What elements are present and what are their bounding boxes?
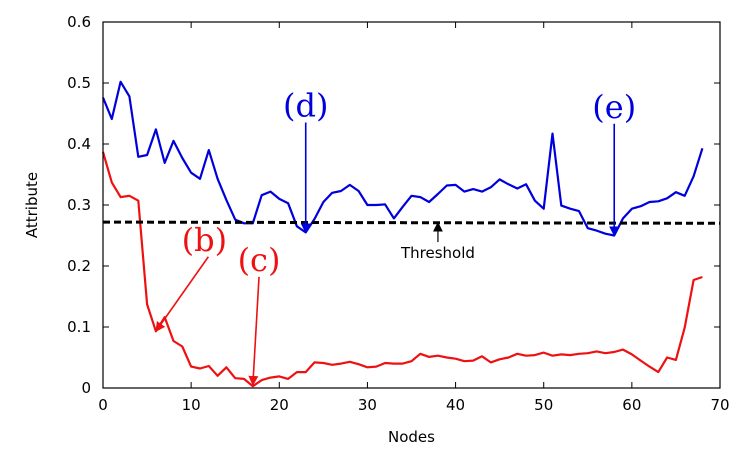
annotation-arrow-c — [248, 276, 260, 386]
x-axis-label: Nodes — [388, 428, 435, 446]
annotation-label-threshold: Threshold — [400, 244, 475, 262]
x-tick-label: 50 — [534, 396, 553, 414]
x-tick-label: 60 — [622, 396, 641, 414]
x-tick-label: 20 — [270, 396, 289, 414]
y-tick-label: 0.5 — [67, 74, 91, 92]
annotation-label-d: (d) — [283, 87, 328, 125]
y-tick-label: 0.4 — [67, 135, 91, 153]
x-tick-label: 10 — [182, 396, 201, 414]
y-tick-label: 0.2 — [67, 257, 91, 275]
y-tick-label: 0.3 — [67, 196, 91, 214]
annotation-label-c: (c) — [238, 241, 281, 279]
series-line-threshold — [102, 220, 721, 225]
y-tick-label: 0 — [81, 379, 91, 397]
tick-layer: 0 10 20 30 40 50 60 70 0 0.1 0.2 0.3 0.4 0.5 0.6 — [67, 13, 729, 414]
plot-layer — [101, 80, 721, 388]
x-tick-label: 0 — [98, 396, 108, 414]
annotation-layer: (b) (c) (d) (e) Threshold — [155, 87, 636, 386]
x-tick-label: 40 — [446, 396, 465, 414]
series-line-red — [101, 151, 703, 388]
y-tick-label: 0.6 — [67, 13, 91, 31]
series-line-blue — [101, 80, 704, 237]
y-axis-label: Attribute — [23, 172, 41, 238]
x-tick-label: 70 — [710, 396, 729, 414]
annotation-label-e: (e) — [592, 88, 636, 126]
y-tick-label: 0.1 — [67, 318, 91, 336]
plot-frame — [102, 21, 721, 389]
annotation-label-b: (b) — [182, 221, 227, 259]
annotation-arrow-b — [155, 256, 210, 333]
x-tick-label: 30 — [358, 396, 377, 414]
